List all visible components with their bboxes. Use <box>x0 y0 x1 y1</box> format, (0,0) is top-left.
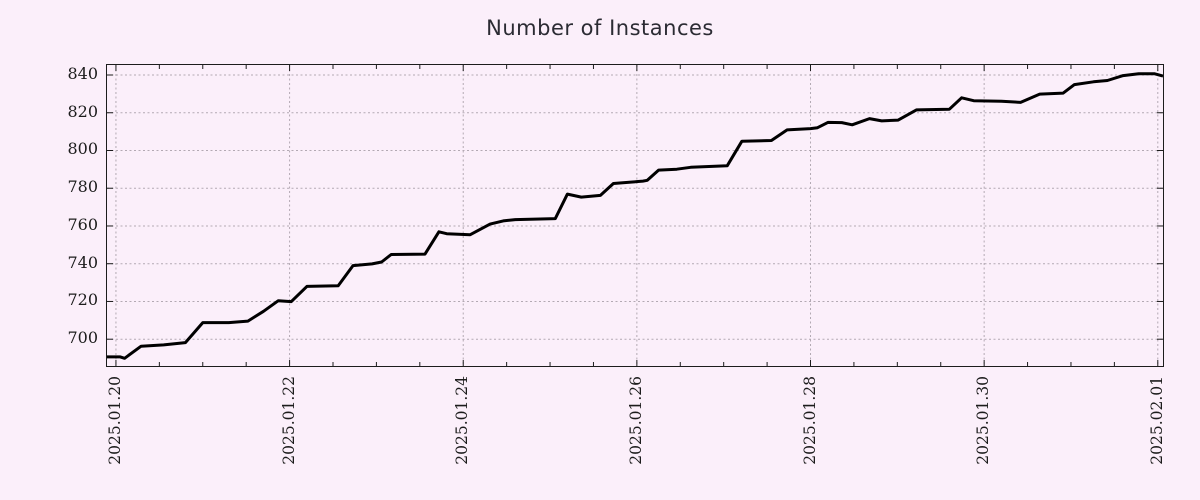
x-tick-label: 2025.01.20 <box>105 376 124 465</box>
instances-line <box>107 72 1163 360</box>
x-tick-label: 2025.01.26 <box>626 376 645 465</box>
y-tick-label: 740 <box>67 252 98 272</box>
x-tick-label: 2025.02.01 <box>1147 376 1166 465</box>
y-tick-label: 820 <box>67 101 98 121</box>
x-tick-label: 2025.01.28 <box>800 376 819 465</box>
plot-svg <box>107 65 1163 366</box>
y-tick-label: 780 <box>67 177 98 197</box>
x-tick-label: 2025.01.24 <box>453 376 472 465</box>
plot-area <box>106 64 1164 367</box>
y-tick-label: 700 <box>67 328 98 348</box>
chart-title: Number of Instances <box>486 16 714 40</box>
x-tick-label: 2025.01.30 <box>974 376 993 465</box>
y-tick-label: 800 <box>67 139 98 159</box>
x-tick-label: 2025.01.22 <box>279 376 298 465</box>
y-tick-label: 840 <box>67 64 98 83</box>
y-tick-label: 720 <box>67 290 98 310</box>
y-tick-label: 760 <box>67 214 98 234</box>
